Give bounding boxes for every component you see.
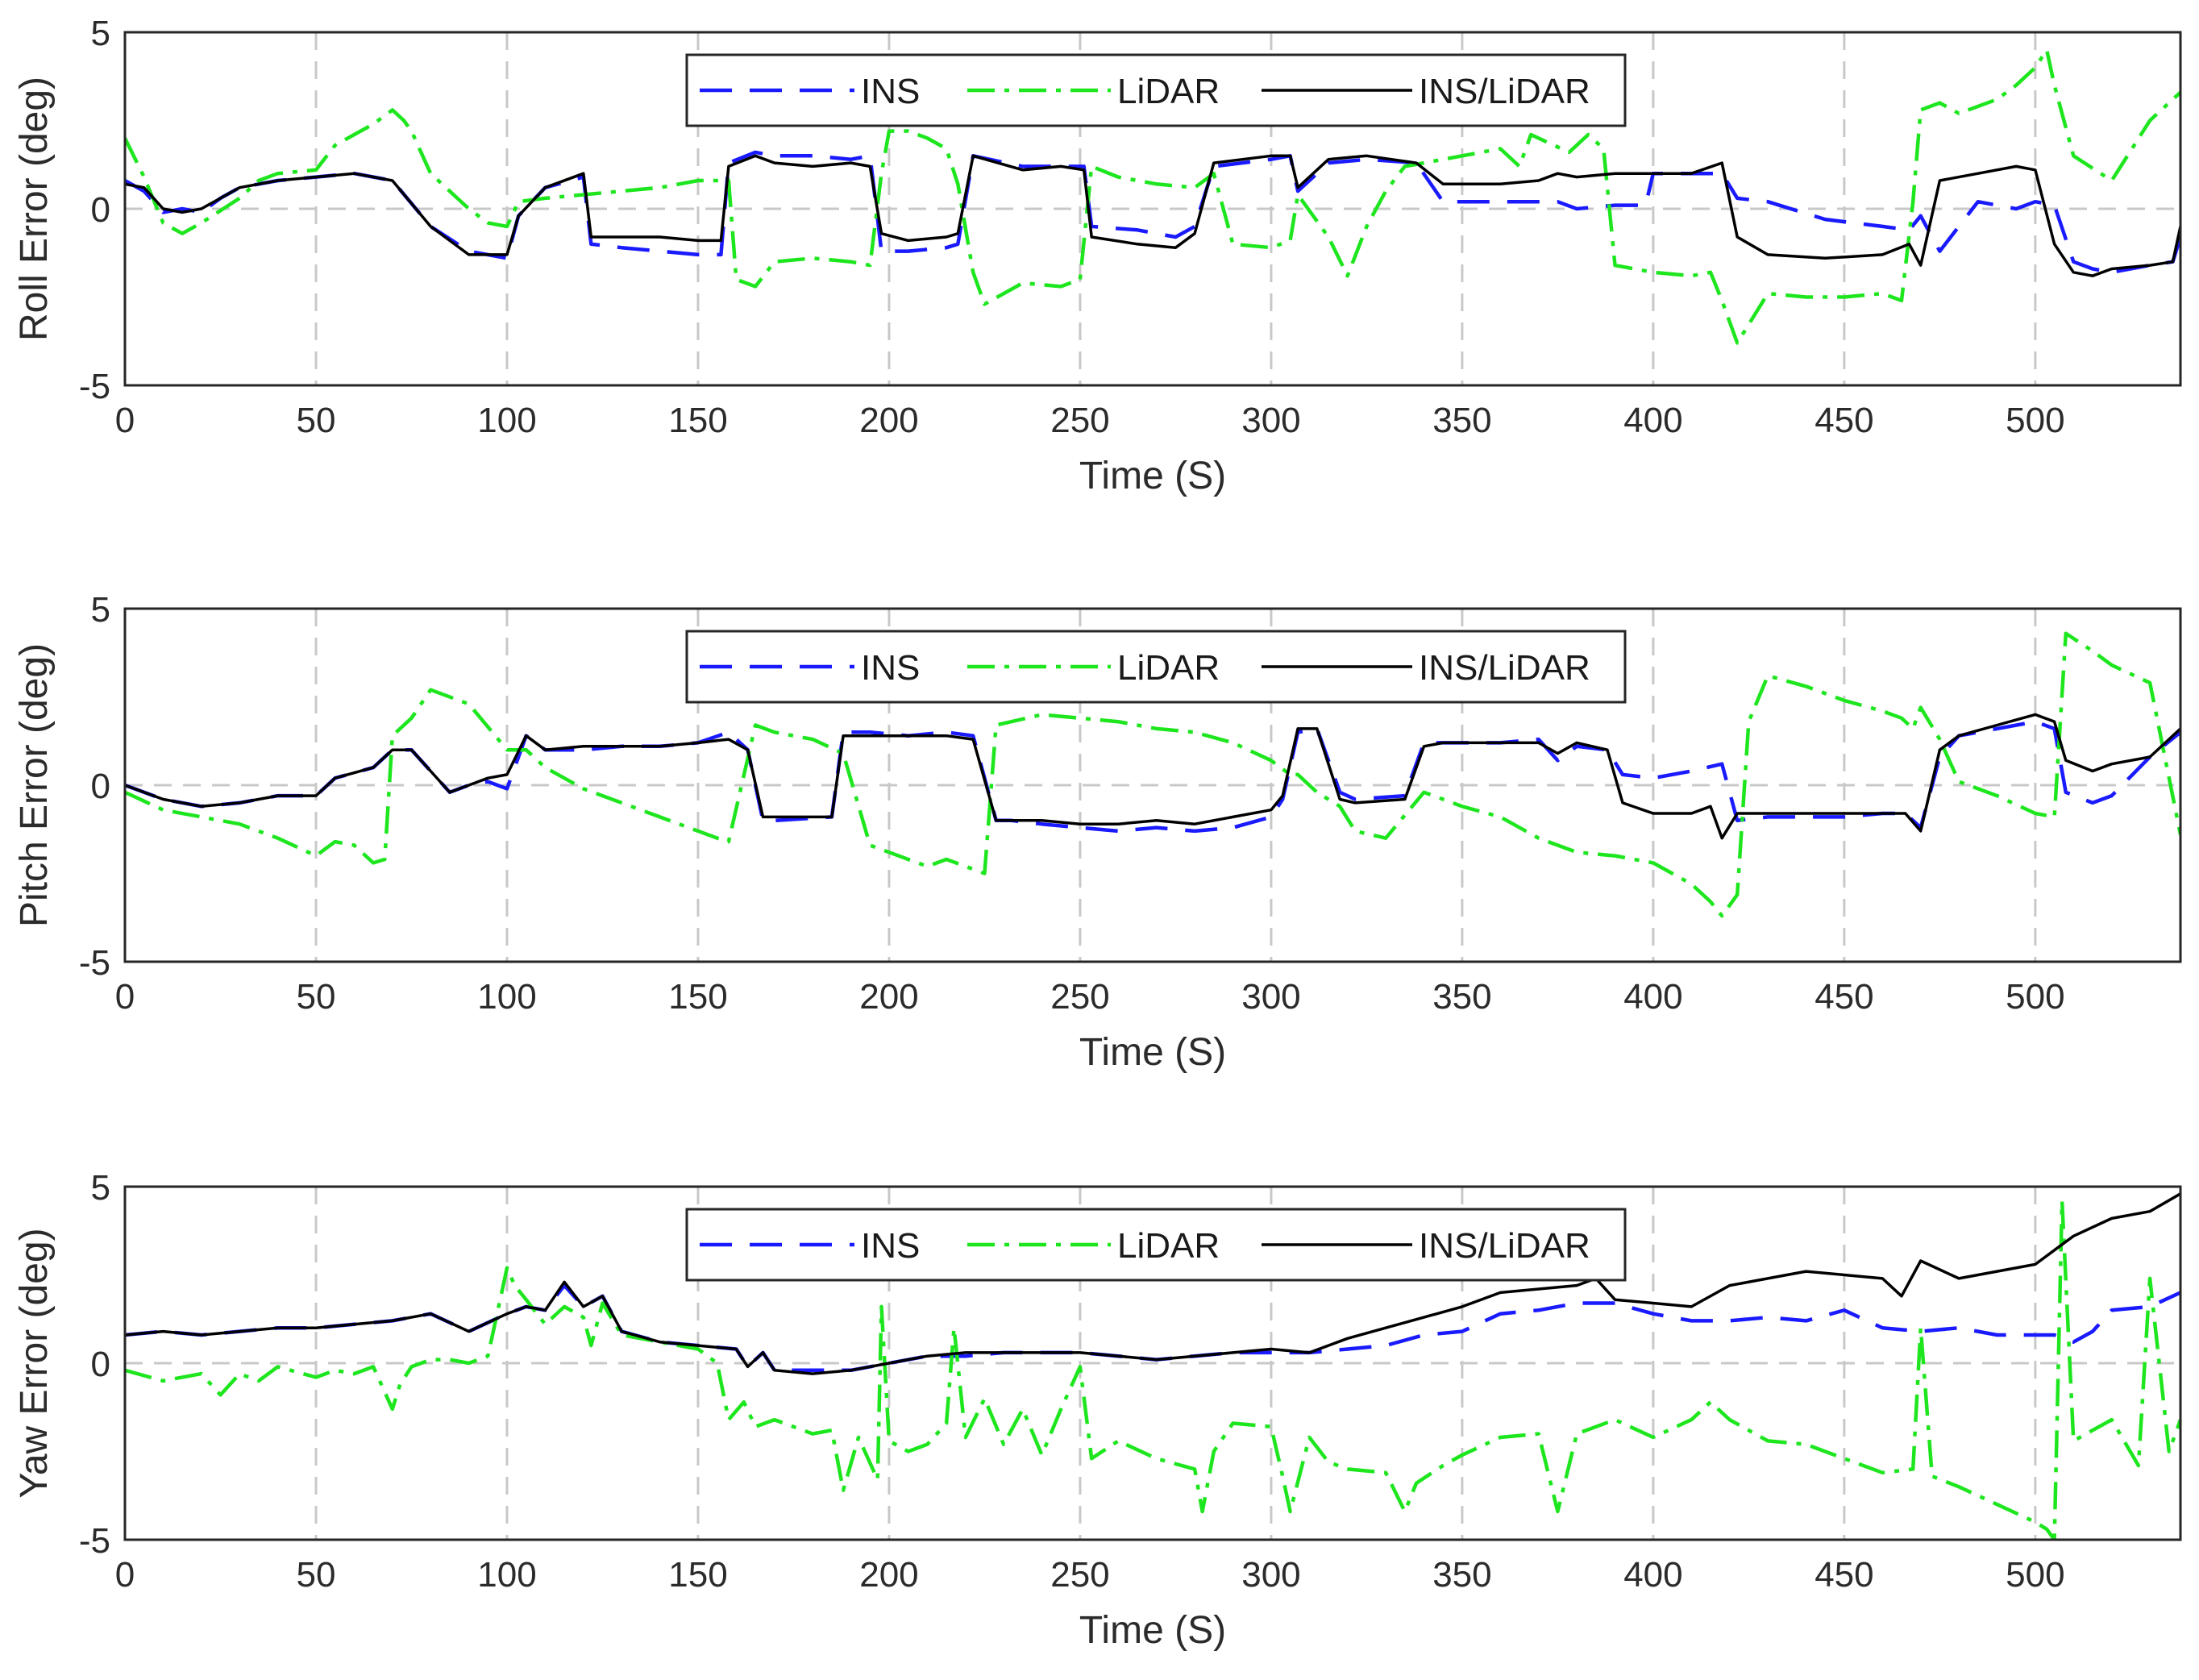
y-tick-label: 5 — [91, 1168, 110, 1208]
x-tick-label: 500 — [2006, 1555, 2064, 1595]
x-tick-label: 400 — [1623, 977, 1682, 1017]
legend: INS LiDAR INS/LiDAR — [685, 53, 1627, 127]
x-axis-label-text: Time — [1079, 1031, 1174, 1074]
series-line-lidar — [125, 1199, 2180, 1540]
x-tick-label: 250 — [1050, 401, 1109, 440]
x-tick-label: 350 — [1432, 977, 1491, 1017]
series-group — [125, 48, 2180, 345]
x-tick-label: 300 — [1241, 1555, 1300, 1595]
plot-area — [123, 31, 2182, 387]
x-tick-label: 150 — [668, 977, 727, 1017]
series-line-lidar — [125, 48, 2180, 345]
legend: INS LiDAR INS/LiDAR — [685, 630, 1627, 704]
x-tick-label: 500 — [2006, 401, 2064, 440]
legend-entry-label: INS/LiDAR — [1419, 1226, 1590, 1266]
y-tick-label: -5 — [79, 367, 110, 406]
y-axis-label: Pitch Error (deg) — [13, 643, 56, 927]
x-axis-label-unit: (S) — [1174, 1031, 1226, 1074]
y-tick-label: -5 — [79, 1521, 110, 1561]
x-axis-label-text: Time — [1079, 1609, 1174, 1652]
x-axis-label: Time (S) — [1079, 1609, 1226, 1652]
x-axis-label: Time (S) — [1079, 1031, 1226, 1074]
x-tick-label: 200 — [859, 1555, 918, 1595]
x-tick-label: 450 — [1814, 977, 1873, 1017]
x-tick-label: 400 — [1623, 1555, 1682, 1595]
series-line-ins-lidar — [125, 1192, 2180, 1375]
y-tick-label: 0 — [91, 767, 110, 806]
y-tick-label: 0 — [91, 1345, 110, 1384]
legend-box — [685, 53, 1627, 127]
x-axis-label-text: Time — [1079, 455, 1174, 497]
legend-entry-label: INS/LiDAR — [1419, 648, 1590, 688]
x-tick-label: 50 — [297, 977, 336, 1017]
series-group — [125, 631, 2180, 918]
series-line-lidar — [125, 631, 2180, 918]
series-line-ins-lidar — [125, 154, 2180, 277]
x-tick-label: 100 — [477, 1555, 536, 1595]
plot-area — [123, 607, 2182, 963]
x-tick-label: 100 — [477, 977, 536, 1017]
x-tick-label: 150 — [668, 1555, 727, 1595]
x-axis-label-unit: (S) — [1174, 455, 1226, 497]
x-tick-label: 300 — [1241, 401, 1300, 440]
x-tick-label: 200 — [859, 401, 918, 440]
x-tick-label: 350 — [1432, 1555, 1491, 1595]
x-tick-label: 50 — [297, 401, 336, 440]
x-tick-label: 250 — [1050, 977, 1109, 1017]
x-tick-label: 400 — [1623, 401, 1682, 440]
y-tick-label: 0 — [91, 190, 110, 230]
x-tick-label: 500 — [2006, 977, 2064, 1017]
x-tick-label: 200 — [859, 977, 918, 1017]
y-tick-label: 5 — [91, 590, 110, 630]
legend-entry-label: INS — [861, 1226, 920, 1266]
plot-area — [123, 1185, 2182, 1541]
x-tick-label: 150 — [668, 401, 727, 440]
legend-entry-label: INS/LiDAR — [1419, 72, 1590, 111]
x-tick-label: 300 — [1241, 977, 1300, 1017]
y-tick-label: -5 — [79, 943, 110, 983]
x-tick-label: 50 — [297, 1555, 336, 1595]
y-tick-label: 5 — [91, 14, 110, 53]
legend: INS LiDAR INS/LiDAR — [685, 1208, 1627, 1282]
x-tick-label: 250 — [1050, 1555, 1109, 1595]
legend-entry-label: LiDAR — [1117, 1226, 1220, 1266]
x-tick-label: 450 — [1814, 401, 1873, 440]
x-tick-label: 350 — [1432, 401, 1491, 440]
legend-box — [685, 1208, 1627, 1282]
series-group — [125, 1192, 2180, 1540]
x-tick-label: 450 — [1814, 1555, 1873, 1595]
series-line-ins-lidar — [125, 713, 2180, 840]
x-tick-label: 0 — [115, 1555, 135, 1595]
legend-entry-label: LiDAR — [1117, 648, 1220, 688]
x-axis-label-unit: (S) — [1174, 1609, 1226, 1652]
y-axis-label: Roll Error (deg) — [13, 77, 56, 341]
x-tick-label: 0 — [115, 401, 135, 440]
legend-entry-label: LiDAR — [1117, 72, 1220, 111]
x-axis-label: Time (S) — [1079, 455, 1226, 497]
legend-box — [685, 630, 1627, 704]
x-tick-label: 0 — [115, 977, 135, 1017]
y-axis-label: Yaw Error (deg) — [13, 1228, 56, 1498]
x-tick-label: 100 — [477, 401, 536, 440]
legend-entry-label: INS — [861, 648, 920, 688]
legend-entry-label: INS — [861, 72, 920, 111]
